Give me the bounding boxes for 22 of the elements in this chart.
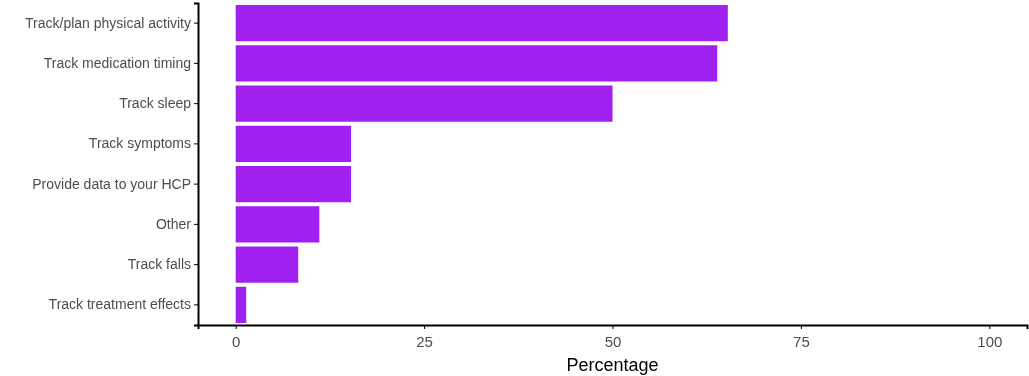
bar	[235, 5, 728, 42]
bar	[235, 286, 247, 323]
y-tick-label: Track sleep	[119, 95, 192, 112]
bar	[235, 125, 351, 162]
y-tick-label: Track symptoms	[88, 135, 191, 152]
y-tick-label: Track medication timing	[43, 54, 191, 71]
y-tick-label: Track/plan physical activity	[25, 14, 191, 31]
y-tick-label: Other	[155, 215, 192, 232]
y-tick-label: Provide data to your HCP	[32, 175, 191, 192]
x-tick-label: 25	[416, 333, 433, 350]
x-tick-label: 50	[604, 333, 622, 350]
x-tick-label: 100	[977, 333, 1003, 350]
bar	[235, 45, 718, 82]
x-tick-label: 75	[793, 333, 810, 350]
y-tick-label: Track falls	[127, 256, 191, 273]
y-tick-label: Track treatment effects	[48, 296, 191, 313]
bar	[235, 206, 320, 243]
bar	[235, 166, 351, 203]
bar	[235, 85, 613, 122]
bar	[235, 246, 299, 283]
x-axis-title: Percentage	[566, 355, 659, 375]
x-tick-label: 0	[232, 333, 241, 350]
